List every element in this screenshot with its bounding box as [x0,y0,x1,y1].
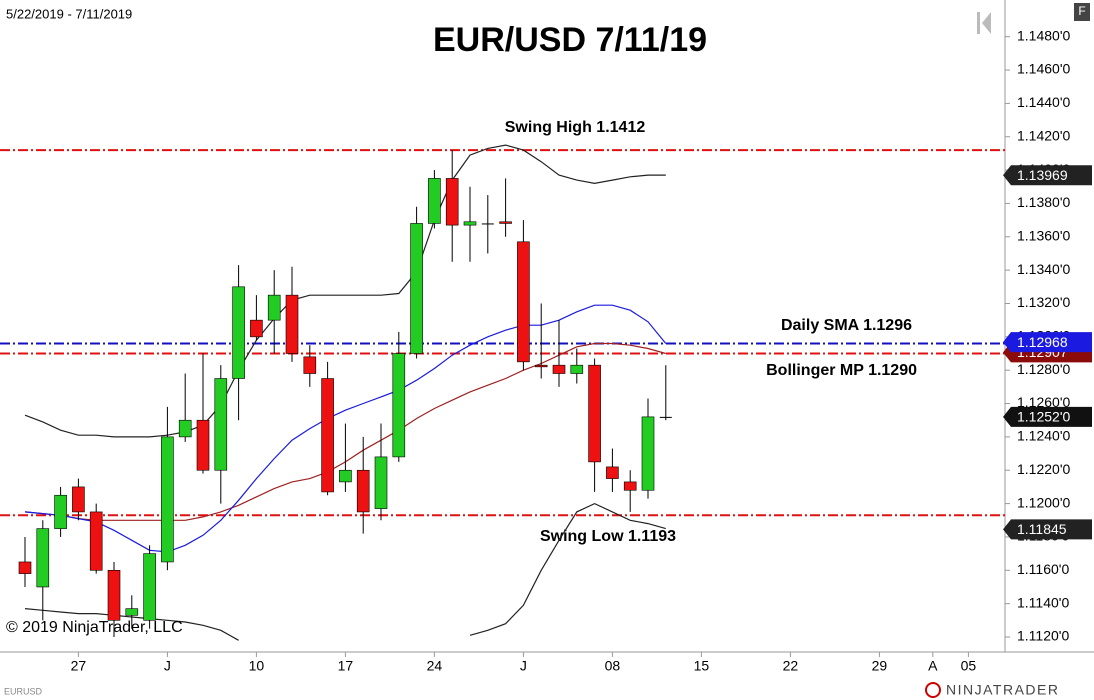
candle-body [445,178,459,226]
candle-body [463,221,477,226]
price-marker-label: 1.11845 [1017,521,1067,537]
x-tick-label: A [928,658,938,674]
candle-body [303,356,317,374]
candle-body [18,561,32,574]
candle-body [428,178,441,224]
candle-body [267,294,281,321]
y-tick-label: 1.1220'0 [1017,461,1070,477]
y-tick-label: 1.1380'0 [1017,194,1070,210]
candle-body [534,364,548,368]
price-marker [1003,519,1092,540]
y-tick-label: 1.1340'0 [1017,261,1070,277]
y-tick-label: 1.1280'0 [1017,361,1070,377]
candle-body [285,294,299,354]
candle-body [107,569,121,621]
candle-body [178,419,192,438]
candle-body [356,469,370,513]
candle-body [125,608,139,616]
level-label: Daily SMA 1.1296 [781,317,912,334]
scroll-icon[interactable] [977,12,991,34]
candle-body [54,494,67,529]
y-tick-label: 1.1360'0 [1017,227,1070,243]
candle-body [196,419,210,471]
panel-button-label: F [1078,4,1085,18]
scroll-bar [977,12,980,34]
x-tick-label: 17 [338,658,354,674]
price-marker [1003,332,1092,353]
copyright: © 2019 NinjaTrader, LLC [6,619,183,636]
price-marker-label: 1.12968 [1017,334,1068,350]
y-tick-label: 1.1140'0 [1017,594,1069,610]
y-tick-label: 1.1240'0 [1017,428,1070,444]
y-tick-label: 1.1460'0 [1017,61,1070,77]
x-tick-label: 27 [71,658,87,674]
candle-body [250,319,263,338]
symbol: EURUSD [4,686,43,696]
price-marker [1003,406,1092,427]
candle-body [570,364,584,374]
x-tick-label: J [520,658,527,674]
scroll-arrow [982,12,991,34]
candle-body [214,378,228,471]
chart-title: EUR/USD 7/11/19 [433,21,707,59]
y-tick-label: 1.1120'0 [1017,628,1069,644]
candle-body [143,553,156,621]
y-tick-label: 1.1200'0 [1017,494,1070,510]
x-tick-label: J [164,658,171,674]
y-tick-label: 1.1160'0 [1017,561,1069,577]
x-tick-label: 29 [872,658,888,674]
x-tick-label: 10 [249,658,265,674]
x-tick-label: 08 [605,658,621,674]
candle-body [659,416,672,418]
price-marker-label: 1.1252'0 [1017,409,1070,425]
candle-body [392,353,406,458]
y-tick-label: 1.1320'0 [1017,294,1070,310]
candle-body [321,378,334,493]
y-tick-label: 1.1440'0 [1017,94,1070,110]
price-marker [1003,165,1092,186]
candle-body [499,221,512,224]
candle-body [232,286,245,379]
candle-body [161,436,174,563]
candle-body [339,469,352,483]
level-label: Swing Low 1.1193 [540,528,676,545]
x-tick-label: 24 [427,658,443,674]
candle-body [72,486,85,513]
candle-body [552,364,566,374]
price-marker-label: 1.13969 [1017,167,1068,183]
candle-body [374,456,388,509]
candle-body [517,241,530,363]
y-tick-label: 1.1480'0 [1017,27,1070,43]
plot: 1.1480'01.1460'01.1440'01.1420'01.1400'0… [0,27,1092,674]
candle-body [410,223,423,354]
brand: NINJATRADER [946,682,1059,698]
brand-logo [925,682,941,698]
candle-body [89,511,103,571]
level-label: Bollinger MP 1.1290 [766,362,917,379]
x-tick-label: 22 [783,658,799,674]
candle-body [481,223,494,225]
y-tick-label: 1.1260'0 [1017,394,1070,410]
level-label: Swing High 1.1412 [505,119,646,136]
y-tick-label: 1.1420'0 [1017,127,1070,143]
date-range: 5/22/2019 - 7/11/2019 [6,6,132,21]
candle-body [588,364,601,463]
candle-body [606,466,619,479]
panel-button[interactable] [1074,3,1090,21]
candle-body [641,416,655,491]
indicator-line [24,144,666,438]
candle-body [36,528,50,588]
x-tick-label: 15 [694,658,710,674]
candle-body [623,481,637,491]
x-tick-label: 05 [961,658,977,674]
